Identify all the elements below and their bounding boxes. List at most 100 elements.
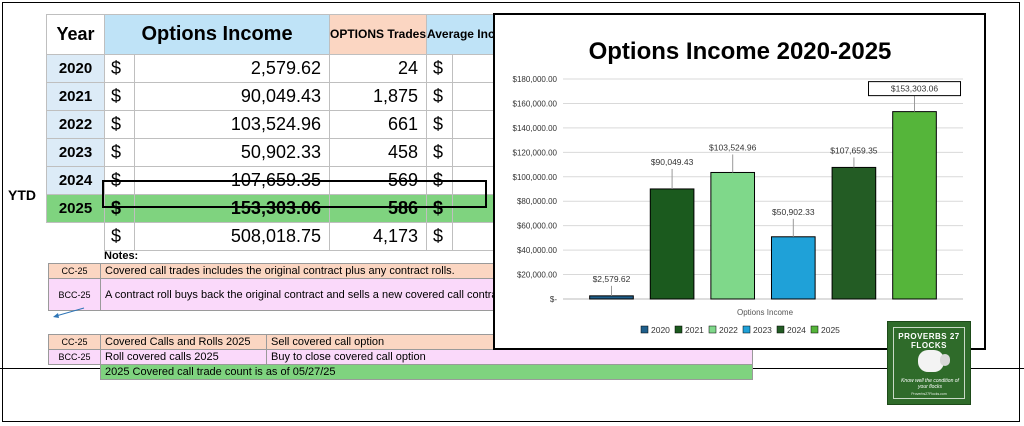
data-label-2022: $103,524.96 <box>709 142 757 152</box>
bar-2025 <box>892 111 937 300</box>
currency-symbol: $ <box>426 82 454 111</box>
y-tick-label: $40,000.00 <box>517 246 558 255</box>
year-cell: 2022 <box>46 110 105 139</box>
currency-symbol: $ <box>426 166 454 195</box>
income-value: 107,659.35 <box>134 166 330 195</box>
sheep-icon <box>918 350 944 372</box>
income-value: 103,524.96 <box>134 110 330 139</box>
trades-value: 1,875 <box>328 82 428 111</box>
footer-row: 2025 Covered call trade count is as of 0… <box>49 364 754 380</box>
legend-name: Roll covered calls 2025 <box>100 349 267 365</box>
y-tick-label: $160,000.00 <box>513 99 558 108</box>
legend-desc: Buy to close covered call option <box>265 349 754 365</box>
currency-symbol: $ <box>426 54 454 83</box>
legend-label-2021: 2021 <box>685 325 704 335</box>
y-tick-label: $140,000.00 <box>513 124 558 133</box>
trades-value: 586 <box>328 194 428 223</box>
footer-spacer <box>49 365 101 380</box>
y-tick-label: $100,000.00 <box>513 173 558 182</box>
income-bar-chart: Options Income 2020-2025 $- $20,000.00 $40… <box>513 38 963 335</box>
bar-2022 <box>710 171 756 300</box>
logo-url: Proverbs27Flocks.com <box>911 392 947 396</box>
income-value: 153,303.06 <box>134 194 330 223</box>
legend-swatch-2024 <box>776 325 785 334</box>
footer-note: 2025 Covered call trade count is as of 0… <box>99 364 754 380</box>
proverbs-27-flocks-logo: PROVERBS 27 FLOCKS Know well the conditi… <box>887 321 971 405</box>
income-value: 50,902.33 <box>134 138 330 167</box>
data-label-2025: $153,303.06 <box>891 84 939 94</box>
legend-label-2025: 2025 <box>821 325 840 335</box>
year-cell: 2021 <box>46 82 105 111</box>
legend-swatch-2023 <box>742 325 751 334</box>
legend-swatch-2022 <box>708 325 717 334</box>
currency-symbol: $ <box>426 110 454 139</box>
total-income-value: 508,018.75 <box>134 222 330 251</box>
data-label-box <box>868 81 962 97</box>
data-label-2020: $2,579.62 <box>593 274 631 284</box>
legend-label-2020: 2020 <box>651 325 670 335</box>
chart-legend: 2020 2021 2022 2023 2024 2025 <box>640 325 840 335</box>
income-value: 2,579.62 <box>134 54 330 83</box>
y-tick-label: $180,000.00 <box>513 75 558 84</box>
chart-panel: Options Income 2020-2025 $- $20,000.00 $40… <box>493 13 986 350</box>
currency-symbol: $ <box>426 194 454 223</box>
arrow-icon <box>53 307 85 318</box>
bar-2024 <box>831 166 877 300</box>
legend-code: BCC-25 <box>48 349 101 365</box>
note-row: CC-25 Covered call trades includes the o… <box>48 263 754 279</box>
year-cell: 2020 <box>46 54 105 83</box>
trades-value: 661 <box>328 110 428 139</box>
legend-label-2024: 2024 <box>787 325 806 335</box>
year-cell: 2025 <box>46 194 105 223</box>
currency-symbol: $ <box>104 166 135 195</box>
currency-symbol: $ <box>104 194 135 223</box>
year-cell: 2024 <box>46 166 105 195</box>
year-cell: 2023 <box>46 138 105 167</box>
currency-symbol: $ <box>426 222 454 251</box>
legend-code: CC-25 <box>48 334 101 350</box>
year-header: Year <box>46 14 105 55</box>
currency-symbol: $ <box>104 138 135 167</box>
y-tick-label: $- <box>550 295 557 304</box>
bar-2021 <box>649 188 695 300</box>
y-tick-label: $60,000.00 <box>517 222 558 231</box>
total-trades-value: 4,173 <box>328 222 428 251</box>
legend-swatch-2020 <box>640 325 649 334</box>
ytd-label: YTD <box>8 187 36 203</box>
logo-border: PROVERBS 27 FLOCKS Know well the conditi… <box>893 327 965 399</box>
trades-value: 458 <box>328 138 428 167</box>
options-trades-header: OPTIONS Trades <box>328 14 428 55</box>
legend-name: Covered Calls and Rolls 2025 <box>100 334 267 350</box>
data-label-2023: $50,902.33 <box>772 207 815 217</box>
note-text: Covered call trades includes the origina… <box>99 263 754 279</box>
x-axis-label: Options Income <box>737 308 794 317</box>
y-tick-label: $20,000.00 <box>517 271 558 280</box>
currency-symbol: $ <box>104 54 135 83</box>
y-tick-label: $80,000.00 <box>517 197 558 206</box>
currency-symbol: $ <box>104 110 135 139</box>
data-label-2021: $90,049.43 <box>651 157 694 167</box>
income-value: 90,049.43 <box>134 82 330 111</box>
legend-swatch-2025 <box>810 325 819 334</box>
total-spacer <box>47 223 105 251</box>
summary-header-row: Year Options Income OPTIONS Trades Avera… <box>46 14 579 55</box>
trades-value: 569 <box>328 166 428 195</box>
currency-symbol: $ <box>104 82 135 111</box>
data-label-2024: $107,659.35 <box>830 145 878 155</box>
trades-value: 24 <box>328 54 428 83</box>
legend-label-2023: 2023 <box>753 325 772 335</box>
legend-label-2022: 2022 <box>719 325 738 335</box>
currency-symbol: $ <box>104 222 135 251</box>
note-code: BCC-25 <box>48 278 101 311</box>
legend-swatch-2021 <box>674 325 683 334</box>
logo-title: PROVERBS 27 FLOCKS <box>898 332 960 350</box>
chart-title: Options Income 2020-2025 <box>589 38 892 65</box>
notes-title: Notes: <box>104 250 139 262</box>
chart-bars: $2,579.62 $90,049.43 $103,524.96 $50,902.33… <box>589 81 962 300</box>
bar-2023 <box>770 236 816 300</box>
legend-row: BCC-25 Roll covered calls 2025 Buy to cl… <box>48 349 754 365</box>
bar-2020 <box>589 295 634 300</box>
currency-symbol: $ <box>426 138 454 167</box>
y-tick-label: $120,000.00 <box>513 148 558 157</box>
options-income-header: Options Income <box>104 14 330 55</box>
